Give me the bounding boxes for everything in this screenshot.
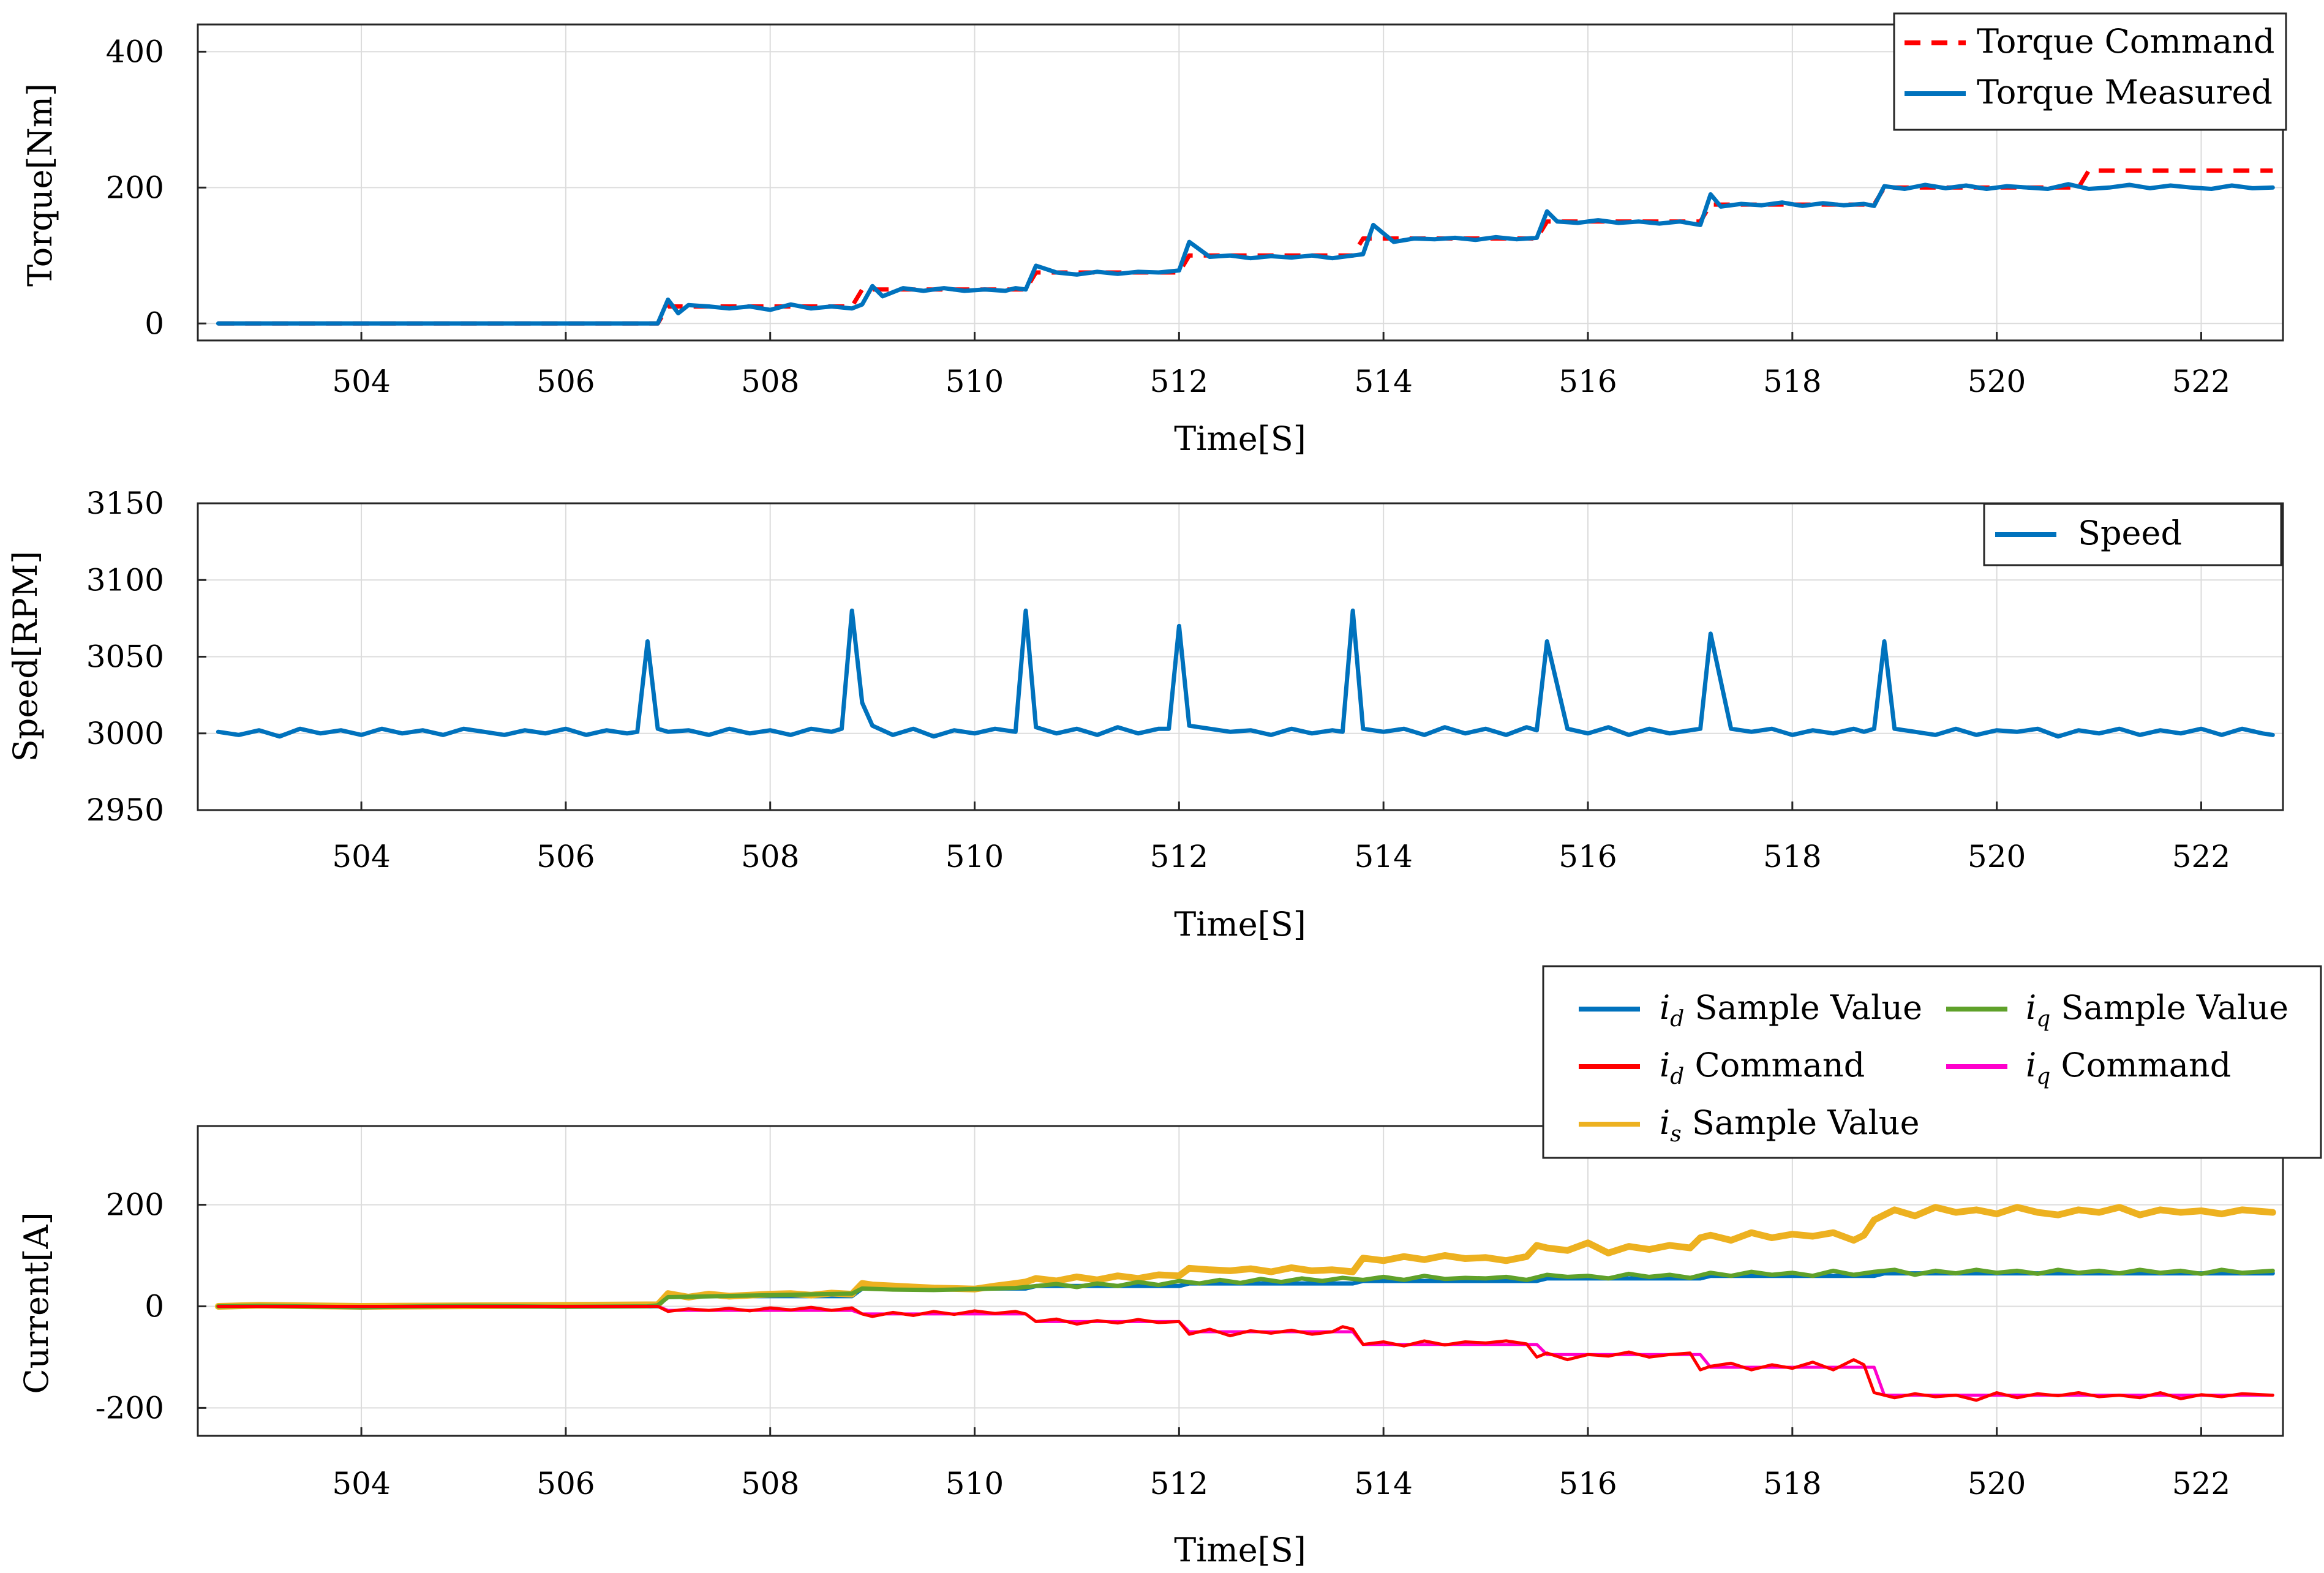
torque-legend-label-measured: Torque Measured	[1977, 73, 2273, 111]
current-legend-label-id-command: id Command	[1660, 1046, 1865, 1089]
torque-y-tick-label: 400	[106, 34, 164, 69]
torque-y-axis-label: Torque[Nm]	[21, 83, 59, 287]
speed-y-tick-label: 3150	[86, 486, 164, 521]
speed-y-tick-label: 3050	[86, 639, 164, 675]
current-x-tick-label: 516	[1559, 1466, 1617, 1501]
speed-x-tick-label: 512	[1150, 839, 1208, 874]
torque-x-tick-label: 508	[741, 364, 799, 399]
current-legend-label-is-sample: is Sample Value	[1660, 1103, 1920, 1147]
torque-x-tick-label: 510	[946, 364, 1004, 399]
current-series-iq-sample-value	[216, 1267, 2275, 1310]
torque-x-tick-label: 516	[1559, 364, 1617, 399]
torque-axes-frame	[197, 23, 2284, 342]
current-legend: id Sample Value iq Sample Value id Comma…	[1542, 965, 2322, 1159]
speed-x-axis-label: Time[S]	[1174, 905, 1306, 944]
current-chart: 504 506 508 510 512 514 516 518 520 522 -200 0 200 T…	[17, 965, 2322, 1569]
speed-chart: 504 506 508 510 512 514 516 518 520 522 2950 3000 30…	[6, 486, 2284, 944]
speed-x-tick-label: 508	[741, 839, 799, 874]
speed-y-tick-label: 2950	[86, 792, 164, 828]
speed-x-tick-label: 518	[1763, 839, 1821, 874]
speed-x-tick-label: 504	[332, 839, 390, 874]
speed-x-tick-label: 516	[1559, 839, 1617, 874]
speed-x-tick-label: 520	[1968, 839, 2026, 874]
current-legend-label-iq-command: iq Command	[2026, 1046, 2231, 1089]
current-y-tick-label: 0	[145, 1288, 164, 1324]
torque-x-tick-label: 512	[1150, 364, 1208, 399]
speed-x-tick-label: 510	[946, 839, 1004, 874]
current-x-tick-label: 508	[741, 1466, 799, 1501]
current-series-id-sample-value	[216, 1305, 2274, 1402]
torque-x-tick-label: 514	[1354, 364, 1412, 399]
speed-y-axis-label: Speed[RPM]	[6, 551, 45, 762]
torque-legend-label-command: Torque Command	[1977, 22, 2274, 61]
current-x-tick-label: 522	[2172, 1466, 2230, 1501]
torque-x-axis-label: Time[S]	[1174, 419, 1306, 458]
torque-chart: 504 506 508 510 512 514 516 518 520 522 0 200 400 Ti…	[21, 12, 2287, 458]
current-x-tick-label: 504	[332, 1466, 390, 1501]
speed-y-tick-label: 3000	[86, 716, 164, 751]
current-x-tick-label: 514	[1354, 1466, 1412, 1501]
current-x-tick-label: 518	[1763, 1466, 1821, 1501]
speed-legend: Speed	[1983, 503, 2282, 566]
speed-x-tick-label: 514	[1354, 839, 1412, 874]
current-y-axis-label: Current[A]	[17, 1212, 56, 1394]
current-x-tick-label: 510	[946, 1466, 1004, 1501]
torque-x-tick-label: 522	[2172, 364, 2230, 399]
torque-legend-box	[1893, 12, 2287, 131]
current-legend-label-iq-sample: iq Sample Value	[2026, 988, 2288, 1032]
torque-y-tick-label: 200	[106, 170, 164, 205]
torque-legend: Torque Command Torque Measured	[1893, 12, 2287, 131]
current-x-tick-label: 520	[1968, 1466, 2026, 1501]
current-axes-frame	[197, 1125, 2284, 1437]
speed-y-tick-label: 3100	[86, 562, 164, 598]
speed-x-tick-label: 522	[2172, 839, 2230, 874]
current-y-tick-label: -200	[96, 1390, 164, 1425]
current-x-tick-label: 506	[536, 1466, 595, 1501]
current-legend-box	[1542, 965, 2322, 1159]
torque-y-tick-label: 0	[145, 306, 164, 341]
current-x-axis-label: Time[S]	[1174, 1531, 1306, 1569]
speed-x-tick-label: 506	[536, 839, 595, 874]
torque-x-tick-label: 504	[332, 364, 390, 399]
torque-series-torque-measured	[216, 182, 2275, 326]
current-legend-label-id-sample: id Sample Value	[1660, 988, 1922, 1032]
current-x-tick-label: 512	[1150, 1466, 1208, 1501]
torque-x-tick-label: 520	[1968, 364, 2026, 399]
torque-x-tick-label: 506	[536, 364, 595, 399]
speed-legend-label: Speed	[2078, 514, 2182, 552]
torque-x-tick-label: 518	[1763, 364, 1821, 399]
current-y-tick-label: 200	[106, 1187, 164, 1223]
speed-series-speed	[216, 608, 2275, 739]
